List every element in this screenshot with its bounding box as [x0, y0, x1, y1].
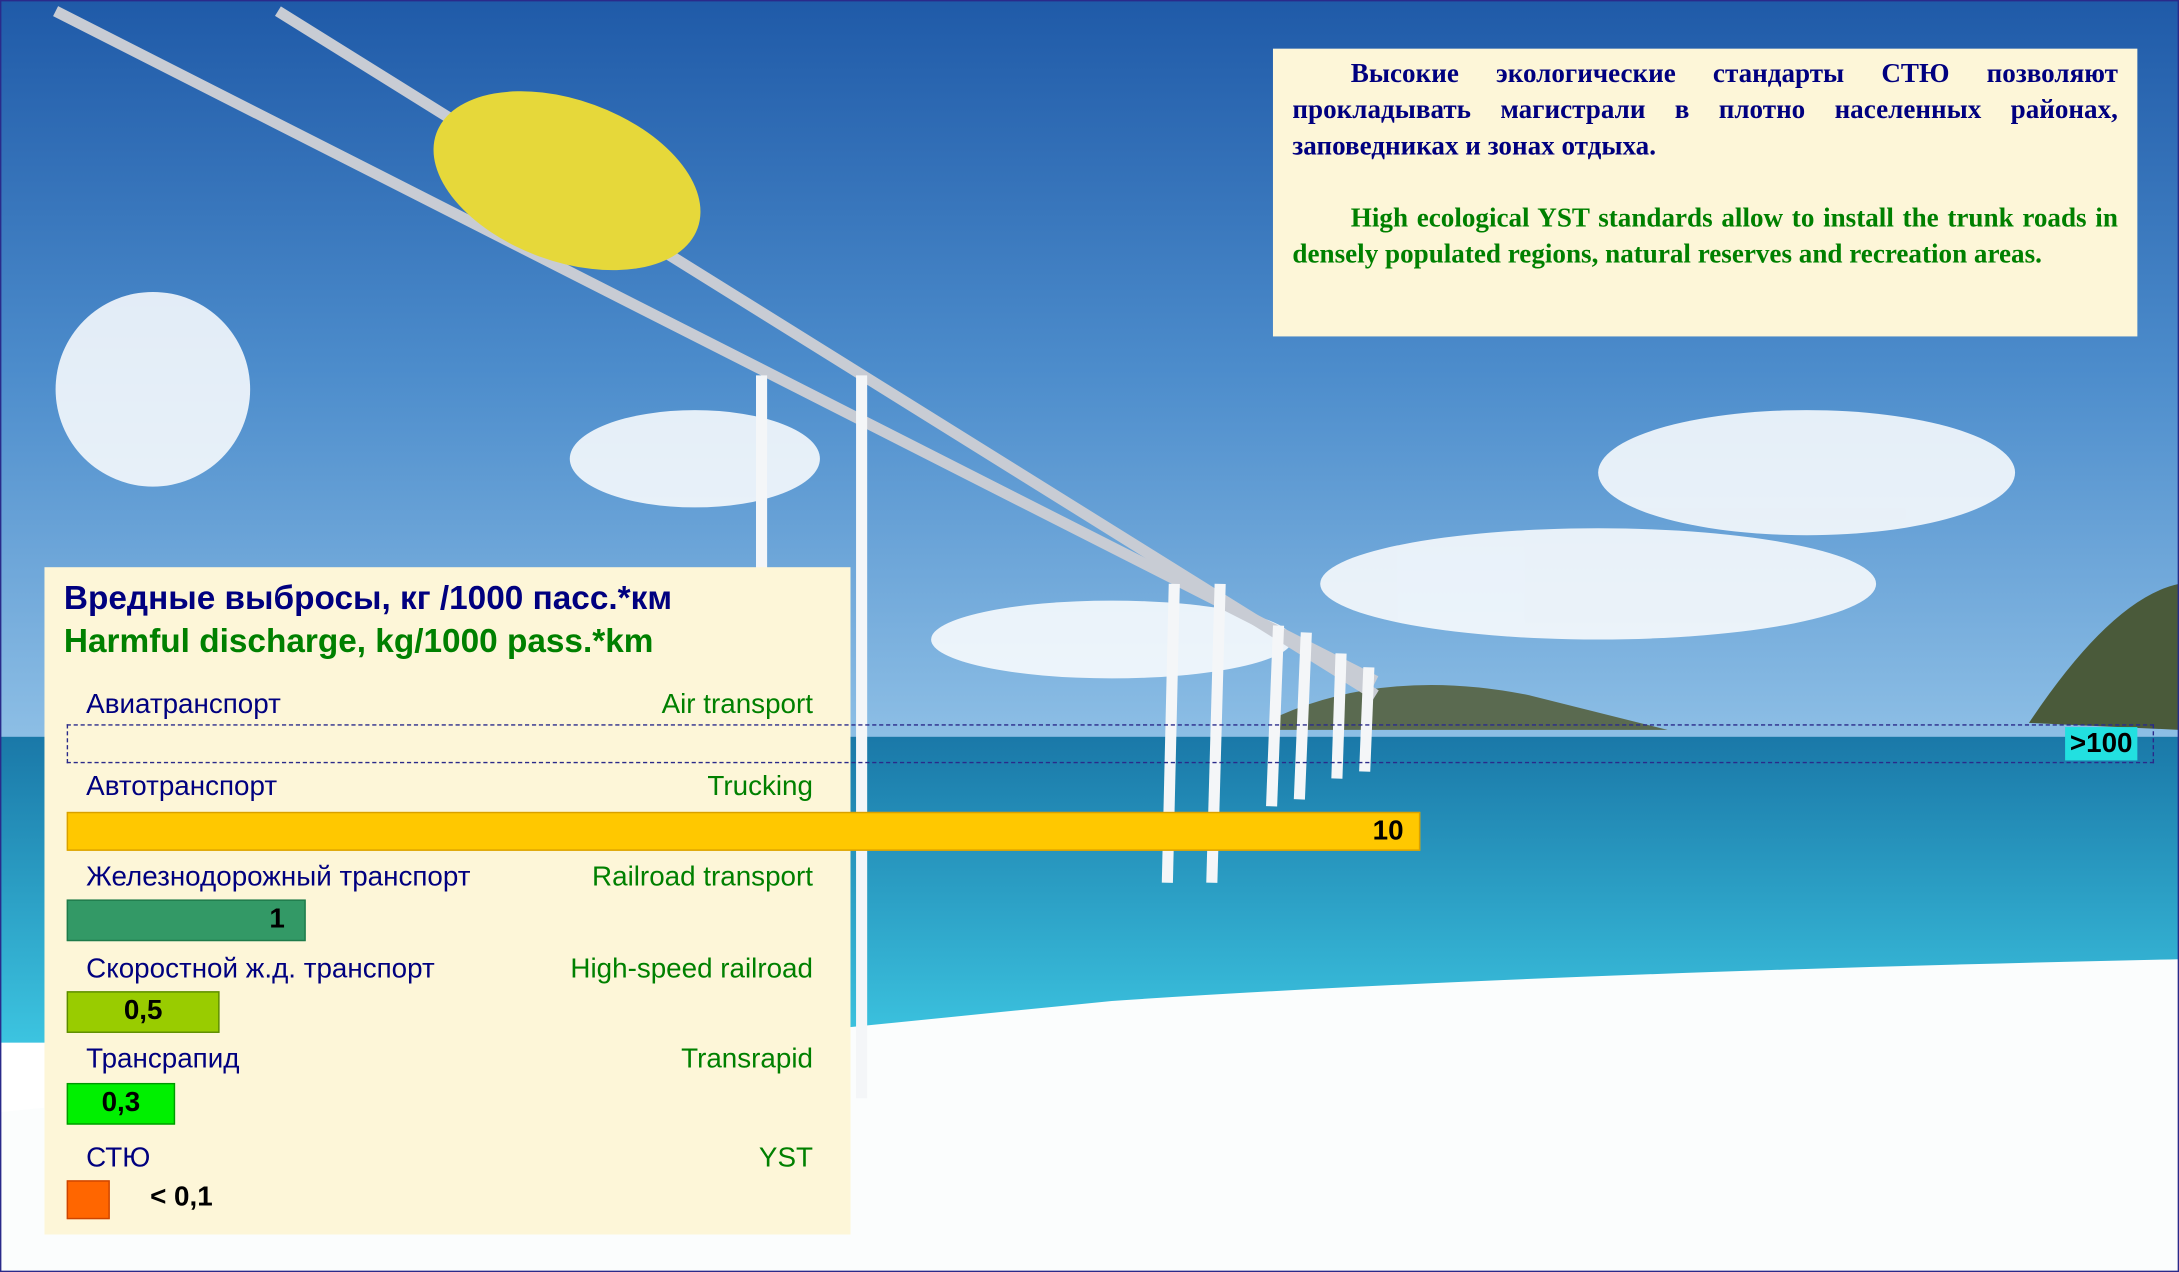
row-label-ru: Скоростной ж.д. транспорт — [86, 954, 435, 986]
slide: Высокие экологические стандарты СТЮ позв… — [0, 0, 2179, 1272]
value-label: < 0,1 — [150, 1182, 213, 1214]
row-label-en: YST — [759, 1143, 813, 1175]
value-label: 1 — [222, 904, 285, 936]
row-label-ru: Железнодорожный транспорт — [86, 862, 470, 894]
row-label-en: High-speed railroad — [570, 954, 813, 986]
row-label-ru: Трансрапид — [86, 1044, 239, 1076]
info-box: Высокие экологические стандарты СТЮ позв… — [1273, 49, 2137, 337]
value-label: >100 — [2065, 727, 2137, 760]
bar — [67, 1180, 110, 1219]
paragraph-ru: Высокие экологические стандарты СТЮ позв… — [1292, 57, 2117, 165]
bar — [67, 812, 1421, 851]
panel-title-ru: Вредные выбросы, кг /1000 пасс.*км — [64, 580, 672, 619]
row-label-ru: Авиатранспорт — [86, 690, 281, 722]
row-label-en: Railroad transport — [592, 862, 813, 894]
row-label-en: Air transport — [662, 690, 813, 722]
row-label-ru: СТЮ — [86, 1143, 150, 1175]
value-label: 0,5 — [67, 995, 220, 1027]
row-label-ru: Автотранспорт — [86, 772, 277, 804]
value-label: 10 — [1348, 816, 1404, 848]
panel-title-en: Harmful discharge, kg/1000 pass.*km — [64, 623, 654, 662]
page: Высокие экологические стандарты СТЮ позв… — [0, 0, 2179, 1272]
row-label-en: Trucking — [707, 772, 813, 804]
row-label-en: Transrapid — [681, 1044, 813, 1076]
paragraph-en: High ecological YST standards allow to i… — [1292, 202, 2117, 274]
value-label: 0,3 — [67, 1087, 175, 1119]
bar — [67, 724, 2154, 763]
